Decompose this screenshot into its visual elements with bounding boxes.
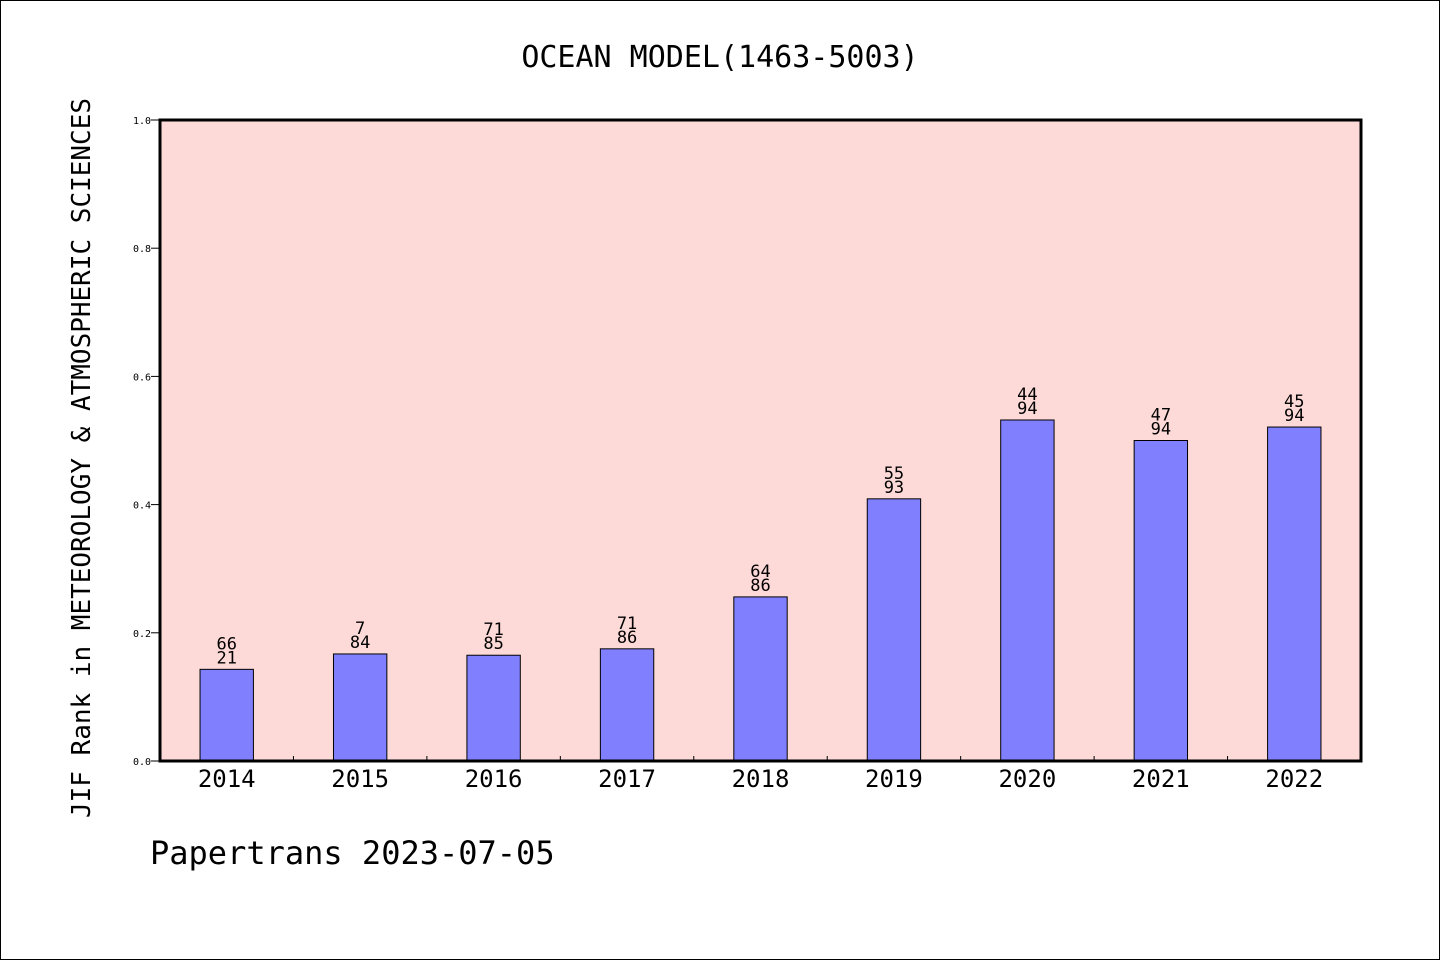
bar-label-bottom: 93 [884, 478, 904, 498]
bar-2022 [1267, 426, 1322, 762]
bar-label-bottom: 85 [483, 634, 503, 654]
bar-label-top: 7 [355, 619, 365, 639]
y-tick-label: 0.2 [133, 629, 151, 640]
bar-label-top: 66 [216, 634, 236, 654]
x-tick-label: 2016 [465, 765, 523, 793]
bar-label-bottom: 94 [1151, 420, 1171, 440]
y-tick-label: 1.0 [133, 116, 151, 127]
bar-2019 [866, 498, 922, 762]
footer-credit: Papertrans 2023-07-05 [150, 834, 555, 872]
x-axis-tick-labels: 2014 2015 2016 2017 2018 2019 2020 2021 2022 [198, 765, 1323, 793]
bar-2017 [599, 648, 655, 762]
bar-2016 [466, 654, 521, 762]
bar-label-top: 47 [1151, 406, 1171, 426]
bar-label-top: 55 [884, 464, 904, 484]
x-tick-label: 2015 [331, 765, 389, 793]
x-tick-label: 2018 [732, 765, 790, 793]
bar-label-top: 71 [617, 614, 637, 634]
bar-label-top: 45 [1284, 392, 1304, 412]
y-tick-label: 0.8 [133, 244, 151, 255]
bar-label-bottom: 86 [617, 628, 637, 648]
y-axis-ticks: 0.0 0.2 0.4 0.6 0.8 1.0 [133, 116, 160, 768]
bar-label-bottom: 84 [350, 633, 370, 653]
x-tick-label: 2021 [1132, 765, 1190, 793]
bar-label-top: 64 [750, 562, 770, 582]
bar-label-bottom: 94 [1017, 399, 1037, 419]
bar-label-bottom: 94 [1284, 406, 1304, 426]
x-tick-label: 2017 [598, 765, 656, 793]
bar-2021 [1133, 440, 1189, 762]
bar-2020 [1000, 419, 1055, 762]
x-tick-label: 2020 [998, 765, 1056, 793]
bars [199, 419, 1322, 762]
chart-title: OCEAN MODEL(1463-5003) [521, 40, 918, 75]
x-tick-label: 2022 [1265, 765, 1323, 793]
bar-2015 [332, 653, 388, 762]
x-tick-label: 2019 [865, 765, 923, 793]
bar-label-top: 44 [1017, 385, 1037, 405]
plot-border [158, 118, 1363, 763]
y-tick-label: 0.0 [133, 757, 151, 768]
x-tick-label: 2014 [198, 765, 256, 793]
bar-label-bottom: 86 [750, 576, 770, 596]
y-tick-label: 0.4 [133, 501, 151, 512]
y-axis-label: JIF Rank in METEOROLOGY & ATMOSPHERIC SC… [67, 98, 97, 818]
bar-label-top: 71 [483, 620, 503, 640]
bar-2014 [199, 668, 254, 762]
bar-label-bottom: 21 [216, 648, 236, 668]
bar-2018 [733, 596, 788, 762]
y-tick-label: 0.6 [133, 372, 151, 383]
